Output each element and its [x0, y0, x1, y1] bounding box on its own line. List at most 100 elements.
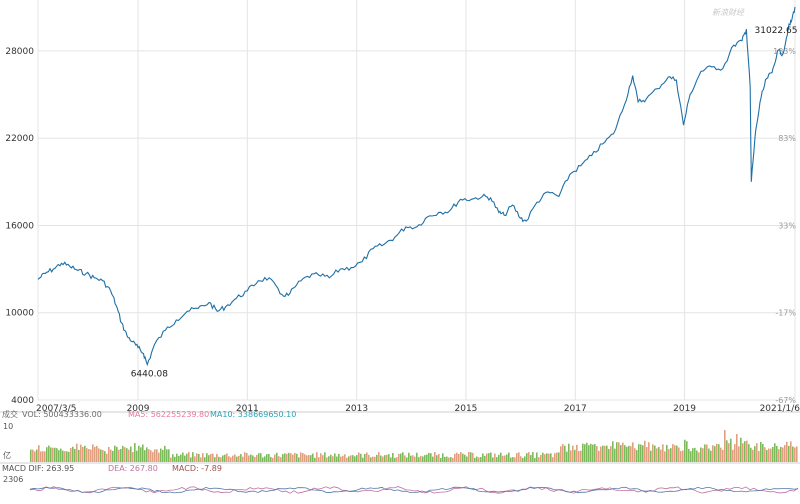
volume-bar	[260, 453, 262, 462]
volume-bar	[132, 452, 134, 462]
volume-bar	[294, 452, 296, 462]
volume-bar	[588, 445, 590, 462]
volume-bar	[218, 456, 220, 462]
volume-bar	[352, 455, 354, 462]
volume-bar	[492, 457, 494, 462]
volume-bar	[306, 455, 308, 462]
volume-bar	[668, 449, 670, 462]
volume-bar	[314, 457, 316, 462]
volume-bar	[170, 457, 172, 462]
volume-bar	[470, 452, 472, 462]
volume-bar	[66, 451, 68, 462]
volume-bar	[468, 452, 470, 462]
volume-bar	[710, 450, 712, 462]
volume-bar	[366, 452, 368, 462]
volume-bar	[346, 457, 348, 462]
volume-bar	[700, 447, 702, 462]
volume-bar	[514, 457, 516, 462]
volume-bar	[450, 457, 452, 462]
volume-bar	[310, 455, 312, 462]
volume-bar	[578, 451, 580, 462]
volume-bar	[592, 444, 594, 462]
volume-bar	[52, 447, 54, 462]
volume-bar	[778, 449, 780, 462]
volume-bar	[488, 453, 490, 462]
volume-bar	[302, 453, 304, 462]
volume-bar	[682, 450, 684, 462]
volume-bar	[164, 445, 166, 462]
volume-bar	[600, 446, 602, 462]
volume-bar	[748, 444, 750, 462]
x-axis-ticks: 2007/3/5 2009 2011 2013 2015 2017 2019 2021/1/6	[36, 404, 800, 414]
volume-bar	[444, 456, 446, 462]
volume-bar	[602, 445, 604, 462]
series-line-index	[37, 6, 796, 367]
volume-bar	[64, 451, 66, 462]
volume-bar	[396, 457, 398, 462]
volume-bar	[152, 452, 154, 462]
volume-bar	[442, 453, 444, 462]
volume-bar	[268, 453, 270, 462]
volume-bar	[720, 447, 722, 462]
volume-bar	[648, 442, 650, 462]
volume-bar	[772, 446, 774, 462]
volume-bar	[210, 453, 212, 462]
right-axis-ticks: -67% -17% 33% 83% 133%	[773, 47, 796, 405]
volume-bar	[746, 440, 748, 462]
volume-bar	[316, 452, 318, 462]
volume-bar	[584, 444, 586, 462]
volume-bar	[526, 453, 528, 462]
x-tick-label: 2021/1/6	[760, 404, 800, 414]
volume-bar	[202, 453, 204, 462]
volume-bar	[106, 453, 108, 462]
volume-bar	[230, 457, 232, 462]
volume-bar	[408, 452, 410, 462]
point-label: 6440.08	[131, 370, 168, 380]
volume-bar	[224, 454, 226, 462]
volume-bar	[232, 455, 234, 462]
volume-bar	[630, 446, 632, 462]
right-tick-label: -17%	[775, 309, 796, 318]
volume-bar	[84, 445, 86, 462]
macd-value: MACD: -7.89	[172, 464, 222, 473]
x-tick-label: 2019	[673, 404, 696, 414]
volume-bar	[608, 448, 610, 462]
volume-bar	[266, 454, 268, 462]
volume-bar	[166, 449, 168, 462]
volume-bar	[560, 446, 562, 462]
volume-bar	[272, 457, 274, 462]
volume-bar	[636, 450, 638, 462]
volume-bar	[178, 455, 180, 462]
volume-bar	[716, 443, 718, 462]
volume-bar	[436, 455, 438, 462]
volume-bar	[318, 457, 320, 462]
volume-bar	[756, 443, 758, 462]
volume-bar	[372, 456, 374, 462]
volume-bar	[738, 446, 740, 462]
volume-bar	[556, 452, 558, 462]
volume-bar	[410, 455, 412, 462]
volume-bar	[628, 445, 630, 462]
volume-bar	[250, 454, 252, 462]
volume-bar	[704, 444, 706, 462]
volume-bar	[370, 457, 372, 462]
volume-bar	[782, 447, 784, 462]
volume-bar	[730, 438, 732, 462]
volume-bar	[350, 455, 352, 462]
volume-bar	[148, 449, 150, 462]
volume-bar	[552, 457, 554, 462]
volume-bar	[454, 453, 456, 462]
volume-bar	[462, 453, 464, 462]
volume-bar	[618, 442, 620, 462]
volume-bar	[472, 452, 474, 462]
volume-bar	[596, 446, 598, 462]
volume-bar	[644, 440, 646, 462]
volume-bar	[38, 445, 40, 462]
volume-bar	[288, 452, 290, 462]
volume-bar	[580, 450, 582, 462]
volume-bar	[46, 447, 48, 462]
volume-bar	[686, 441, 688, 462]
volume-bar	[460, 452, 462, 462]
volume-bar	[348, 456, 350, 462]
volume-bar	[564, 445, 566, 462]
